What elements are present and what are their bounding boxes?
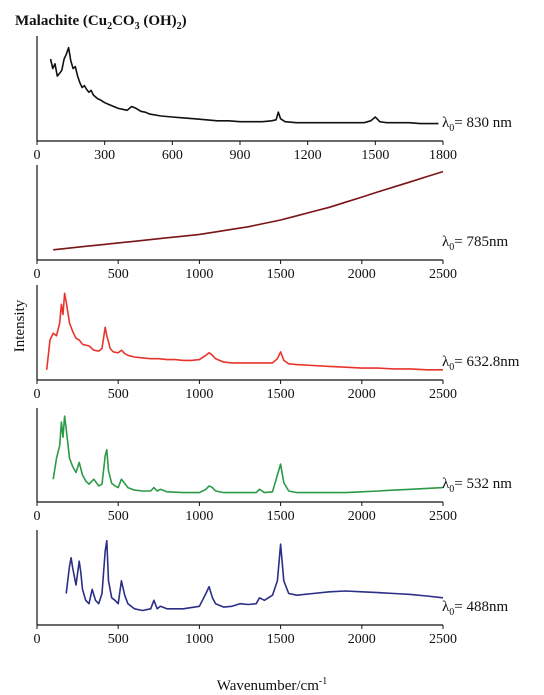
x-tick-label: 600 bbox=[162, 148, 183, 163]
x-tick-label: 1500 bbox=[267, 509, 295, 524]
spectrum-panel: 0 300 600 900 1200 1500 1800 λ0= 830 nm bbox=[34, 36, 512, 163]
x-tick-label: 1800 bbox=[429, 148, 457, 163]
x-tick-label: 0 bbox=[34, 148, 41, 163]
x-tick-label: 1500 bbox=[267, 632, 295, 647]
x-tick-label: 2500 bbox=[429, 267, 457, 282]
excitation-wavelength-label: λ0= 632.8nm bbox=[442, 354, 520, 373]
spectrum-line bbox=[49, 46, 439, 125]
x-tick-label: 900 bbox=[230, 148, 251, 163]
x-tick-label: 1500 bbox=[361, 148, 389, 163]
x-tick-label: 1000 bbox=[185, 632, 213, 647]
excitation-wavelength-label: λ0= 785nm bbox=[442, 234, 508, 253]
excitation-wavelength-label: λ0= 488nm bbox=[442, 599, 508, 618]
x-tick-label: 500 bbox=[108, 509, 129, 524]
spectrum-panel: 0 500 1000 1500 2000 2500 λ0= 632.8nm bbox=[34, 285, 520, 402]
spectrum-panel: 0 500 1000 1500 2000 2500 λ0= 785nm bbox=[34, 165, 508, 282]
x-tick-label: 2500 bbox=[429, 632, 457, 647]
x-tick-label: 0 bbox=[34, 632, 41, 647]
x-tick-label: 2000 bbox=[348, 632, 376, 647]
excitation-wavelength-label: λ0= 532 nm bbox=[442, 476, 512, 495]
x-tick-label: 2500 bbox=[429, 387, 457, 402]
spectrum-line bbox=[52, 415, 444, 494]
x-tick-label: 1000 bbox=[185, 387, 213, 402]
spectrum-line bbox=[65, 539, 444, 612]
panels-group: 0 300 600 900 1200 1500 1800 λ0= 830 nm 0 500 1000… bbox=[34, 36, 520, 647]
x-tick-label: 1000 bbox=[185, 509, 213, 524]
spectrum-panel: 0 500 1000 1500 2000 2500 λ0= 532 nm bbox=[34, 408, 512, 524]
x-tick-label: 500 bbox=[108, 387, 129, 402]
x-tick-label: 0 bbox=[34, 509, 41, 524]
spectrum-line bbox=[45, 292, 443, 371]
spectrum-panel: 0 500 1000 1500 2000 2500 λ0= 488nm bbox=[34, 530, 508, 647]
x-tick-label: 0 bbox=[34, 267, 41, 282]
x-tick-label: 1500 bbox=[267, 387, 295, 402]
excitation-wavelength-label: λ0= 830 nm bbox=[442, 115, 512, 134]
x-tick-label: 500 bbox=[108, 267, 129, 282]
x-tick-label: 1500 bbox=[267, 267, 295, 282]
x-tick-label: 500 bbox=[108, 632, 129, 647]
x-tick-label: 2000 bbox=[348, 387, 376, 402]
y-axis-label: Intensity bbox=[12, 299, 28, 352]
figure-title: Malachite (Cu2CO3 (OH)2) bbox=[15, 13, 187, 32]
x-tick-label: 2500 bbox=[429, 509, 457, 524]
x-tick-label: 0 bbox=[34, 387, 41, 402]
x-tick-label: 1000 bbox=[185, 267, 213, 282]
x-tick-label: 2000 bbox=[348, 267, 376, 282]
x-axis-label: Wavenumber/cm-1 bbox=[217, 676, 327, 694]
x-tick-label: 300 bbox=[94, 148, 115, 163]
spectrum-line bbox=[53, 170, 444, 251]
x-tick-label: 1200 bbox=[294, 148, 322, 163]
x-tick-label: 2000 bbox=[348, 509, 376, 524]
